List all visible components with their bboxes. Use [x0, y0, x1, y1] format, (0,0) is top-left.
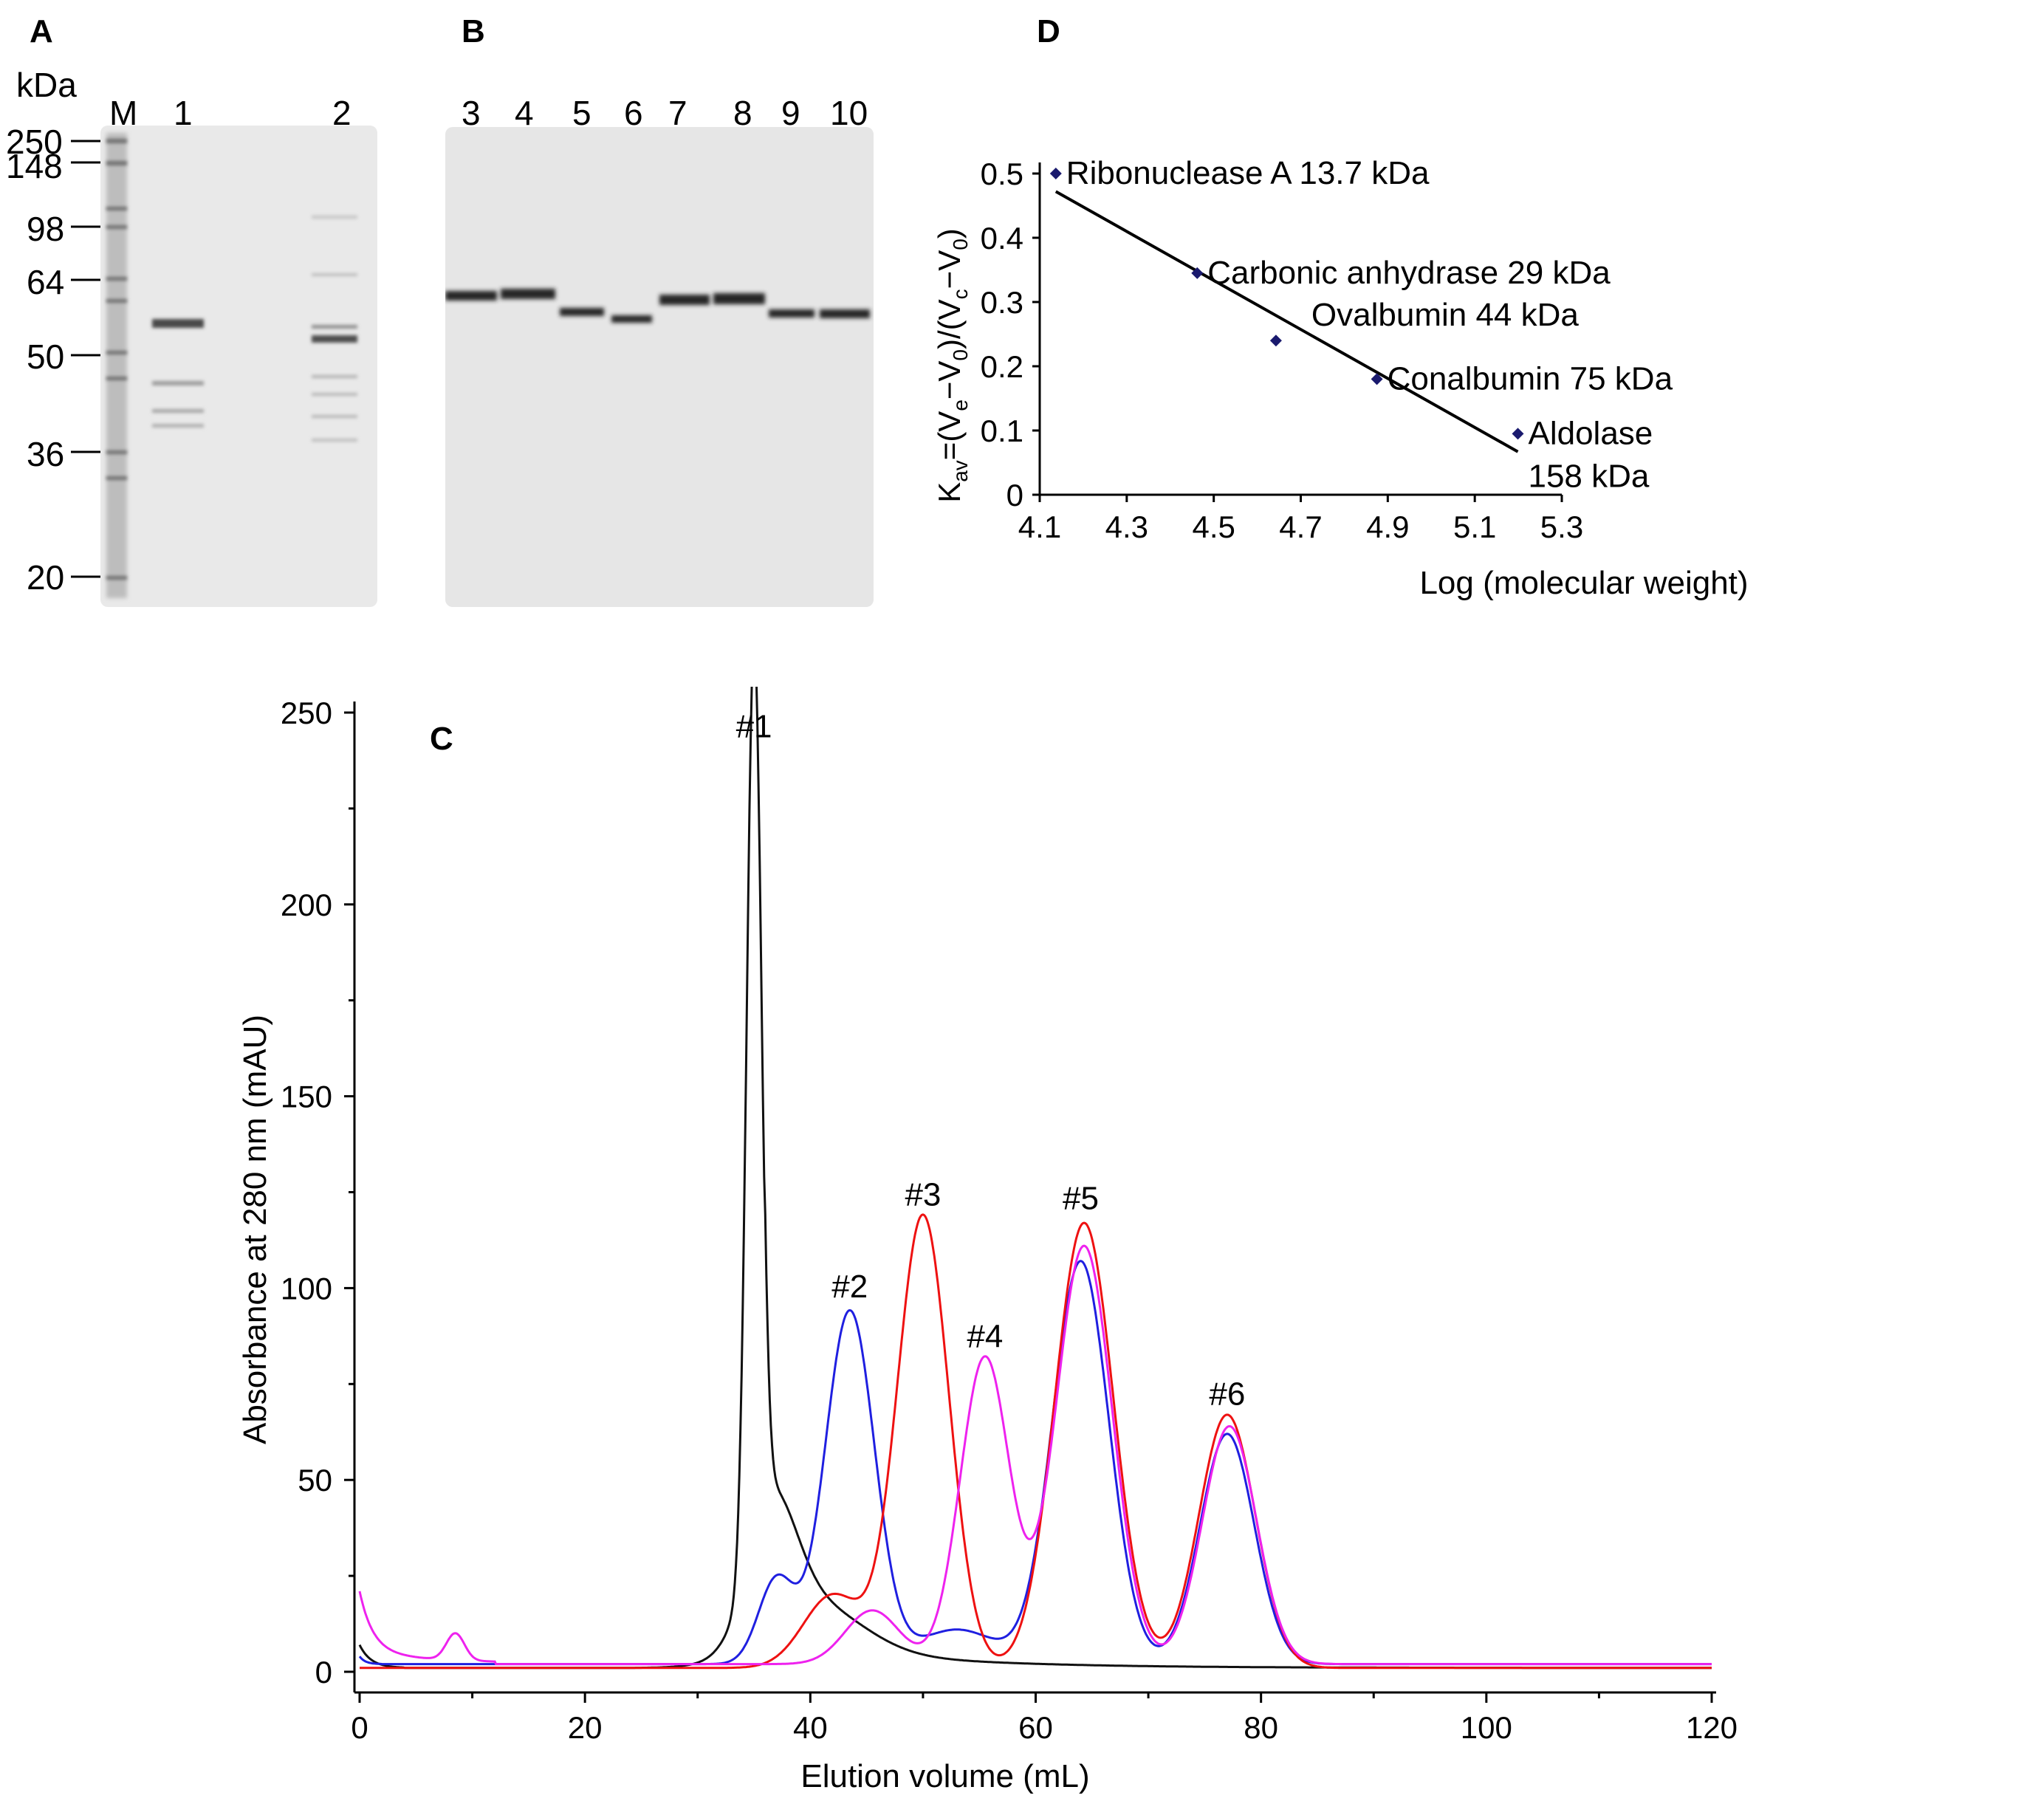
chart-c-trace-black [358, 687, 1712, 1670]
gel-a-bands [106, 133, 357, 598]
chart-c-peak-label: #6 [1209, 1376, 1245, 1413]
marker-label-50: 50 [27, 337, 65, 376]
chart-d-point-label: Carbonic anhydrase 29 kDa [1207, 255, 1611, 291]
chart-c-x-tick-label: 80 [1244, 1710, 1278, 1745]
chart-c-x-tick-label: 100 [1461, 1710, 1512, 1745]
lane-label-6: 6 [624, 94, 643, 132]
marker-label-148: 148 [6, 147, 63, 185]
chart-d-calibration: 4.1 4.3 4.5 4.7 4.9 5.1 5.3 0 0.1 0.2 0.3 0.4 0.5 Ri… [932, 155, 1749, 601]
blot-band-6 [611, 315, 652, 323]
gel-b-image [445, 127, 874, 607]
chart-c-x-axis-label: Elution volume (mL) [800, 1758, 1089, 1794]
chart-d-x-tick-label: 5.1 [1453, 510, 1496, 544]
chart-c-x-tick-label: 20 [568, 1710, 603, 1745]
chart-d-y-axis-label: Kav=(Ve−V0)/(Vc−V0) [932, 228, 972, 503]
panel-label-d: D [1037, 13, 1060, 49]
marker-label-64: 64 [27, 263, 65, 301]
chart-c-trace-red [360, 1213, 1712, 1670]
chart-d-point [1512, 428, 1524, 440]
chart-c-chromatogram: C 0 20 40 60 80 100 120 0 50 100 150 200 250 #1 #2 #3 #… [237, 687, 1738, 1794]
chart-d-x-tick-label: 4.7 [1279, 510, 1322, 544]
blot-band-8 [713, 293, 765, 304]
marker-label-36: 36 [27, 435, 65, 473]
blot-band-4 [501, 289, 555, 299]
gel-a-marker-ticks [71, 140, 103, 578]
chart-c-y-tick-label: 0 [315, 1655, 332, 1689]
panel-label-c: C [430, 721, 453, 757]
chart-c-y-tick-label: 150 [281, 1080, 332, 1114]
gel-b-bands [445, 289, 870, 323]
chart-c-x-tick-label: 0 [351, 1710, 368, 1745]
blot-band-5 [560, 308, 604, 316]
marker-lane-smear [106, 133, 127, 598]
chart-d-point [1049, 168, 1062, 179]
chart-c-x-tick-label: 60 [1018, 1710, 1053, 1745]
chart-d-point [1269, 335, 1282, 347]
chart-c-peak-label: #2 [831, 1269, 868, 1305]
marker-lane-bands [106, 139, 127, 580]
panel-label-b: B [462, 13, 485, 49]
chart-d-point-label: Ribonuclease A 13.7 kDa [1066, 155, 1430, 191]
lane-label-5: 5 [572, 94, 591, 132]
chart-d-x-tick-label: 4.5 [1192, 510, 1235, 544]
chart-d-y-tick-label: 0.5 [981, 157, 1023, 191]
chart-d-y-tick-label: 0.2 [981, 349, 1023, 384]
chart-c-y-tick-label: 100 [281, 1271, 332, 1306]
lane-1-bands [152, 319, 204, 428]
chart-c-y-tick-label: 200 [281, 888, 332, 922]
chart-d-x-tick-label: 4.1 [1018, 510, 1061, 544]
lane-label-10: 10 [830, 94, 868, 132]
chart-d-y-tick-label: 0 [1006, 478, 1023, 512]
lane-label-3: 3 [462, 94, 481, 132]
gel-a-unit-label: kDa [16, 66, 77, 104]
chart-c-peak-label: #3 [905, 1176, 941, 1212]
chart-c-y-tick-label: 250 [281, 696, 332, 730]
chart-d-point [1191, 267, 1204, 279]
blot-band-9 [769, 309, 814, 318]
chart-c-y-tick-label: 50 [298, 1463, 332, 1498]
lane-label-7: 7 [668, 94, 687, 132]
marker-label-20: 20 [27, 558, 65, 597]
chart-c-peak-label: #4 [967, 1319, 1003, 1355]
lane-2-bands [312, 216, 357, 442]
lane-label-4: 4 [515, 94, 534, 132]
chart-c-trace-magenta [358, 1244, 1712, 1666]
blot-band-10 [820, 309, 870, 318]
chart-d-x-tick-label: 5.3 [1540, 510, 1583, 544]
blot-band-7 [659, 295, 710, 305]
chart-d-point-label: Ovalbumin 44 kDa [1311, 297, 1579, 333]
chart-c-trace-blue [358, 1260, 1712, 1666]
chart-d-y-tick-label: 0.1 [981, 414, 1023, 448]
chart-d-point-label: Aldolase [1528, 415, 1653, 451]
blot-band-3 [445, 291, 497, 301]
marker-label-250: 250 [6, 123, 63, 161]
chart-d-point-label: 158 kDa [1528, 458, 1649, 494]
chart-c-y-axis-label: Absorbance at 280 nm (mAU) [237, 1015, 273, 1444]
chart-d-point-label: Conalbumin 75 kDa [1388, 360, 1673, 397]
chart-d-x-tick-label: 4.3 [1105, 510, 1148, 544]
chart-c-peak-label: #5 [1063, 1181, 1099, 1217]
panel-label-a: A [30, 13, 53, 49]
chart-d-y-tick-label: 0.4 [981, 221, 1023, 255]
marker-label-98: 98 [27, 210, 65, 248]
lane-label-8: 8 [733, 94, 752, 132]
chart-d-x-axis-label: Log (molecular weight) [1419, 565, 1748, 601]
chart-d-point [1371, 373, 1383, 385]
chart-c-x-tick-label: 40 [793, 1710, 828, 1745]
chart-c-peak-label: #1 [736, 709, 772, 745]
gel-a-image [100, 126, 377, 607]
lane-label-9: 9 [781, 94, 800, 132]
chart-c-x-tick-label: 120 [1686, 1710, 1738, 1745]
chart-d-y-tick-label: 0.3 [981, 285, 1023, 320]
chart-d-x-tick-label: 4.9 [1366, 510, 1409, 544]
chart-d-fit-line [1054, 190, 1519, 453]
